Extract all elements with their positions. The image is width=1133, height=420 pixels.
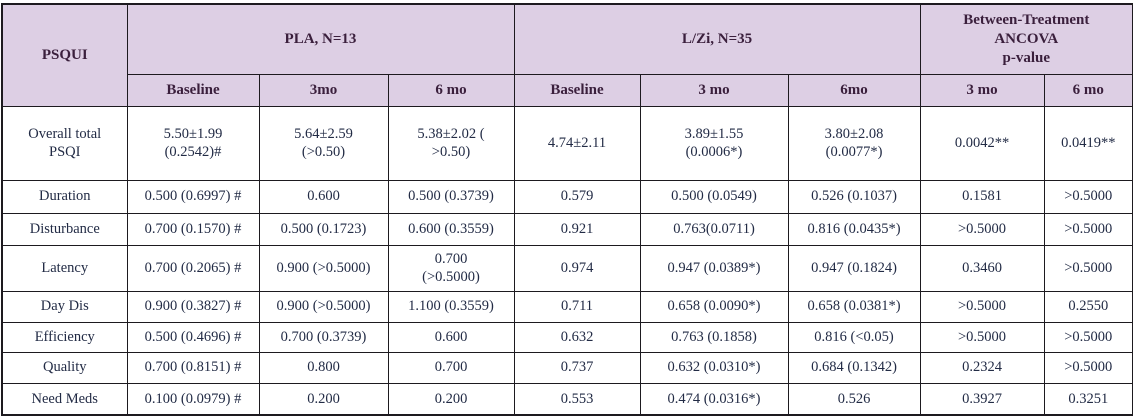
cell: 0.800 [258,351,389,384]
cell: 0.900 (>0.5000) [258,244,389,292]
cell: 0.658 (0.0090*) [639,290,789,323]
header-group-row: PSQUI PLA, N=13 L/Zi, N=35 Between-Treat… [1,3,1133,107]
cell: 0.600 [258,179,389,214]
table-row: Disturbance 0.700 (0.1570) # 0.500 (0.17… [1,212,1133,246]
cell: 0.200 [387,382,515,416]
cell: >0.5000 [1043,321,1133,353]
cell: >0.5000 [919,290,1045,323]
cell: 0.763(0.0711) [639,212,789,246]
group-header-ancova: Between-Treatment ANCOVA p-value [919,3,1133,75]
subheader-pla-baseline: Baseline [126,73,260,107]
cell: 0.816 (<0.05) [787,321,921,353]
cell: 0.579 [513,179,641,214]
cell: 5.50±1.99 (0.2542)# [126,105,260,181]
cell: 0.553 [513,382,641,416]
cell: 5.38±2.02 ( >0.50) [387,105,515,181]
subheader-lzi-3mo: 3 mo [639,73,789,107]
cell: >0.5000 [1043,244,1133,292]
cell: 0.737 [513,351,641,384]
table-row: Latency 0.700 (0.2065) # 0.900 (>0.5000)… [1,244,1133,292]
cell: 0.974 [513,244,641,292]
cell: 3.89±1.55 (0.0006*) [639,105,789,181]
cell: 0.0419** [1043,105,1133,181]
group-header-lzi: L/Zi, N=35 [513,3,921,75]
table-row: Day Dis 0.900 (0.3827) # 0.900 (>0.5000)… [1,290,1133,323]
cell: >0.5000 [1043,179,1133,214]
cell: 0.900 (0.3827) # [126,290,260,323]
cell: 0.100 (0.0979) # [126,382,260,416]
row-label-disturbance: Disturbance [1,212,128,246]
cell: 3.80±2.08 (0.0077*) [787,105,921,181]
group-header-pla: PLA, N=13 [126,3,515,75]
cell: 0.921 [513,212,641,246]
cell: 0.700 [387,351,515,384]
cell: 0.1581 [919,179,1045,214]
cell: 0.500 (0.1723) [258,212,389,246]
subheader-ancova-6mo: 6 mo [1043,73,1133,107]
cell: 0.700 (0.3739) [258,321,389,353]
row-label-overall-total-psqi: Overall total PSQI [1,105,128,181]
row-label-quality: Quality [1,351,128,384]
cell: 0.500 (0.6997) # [126,179,260,214]
cell: 0.658 (0.0381*) [787,290,921,323]
cell: 0.500 (0.0549) [639,179,789,214]
row-label-latency: Latency [1,244,128,292]
subheader-pla-6mo: 6 mo [387,73,515,107]
cell: >0.5000 [919,212,1045,246]
cell: 5.64±2.59 (>0.50) [258,105,389,181]
cell: 4.74±2.11 [513,105,641,181]
cell: 0.900 (>0.5000) [258,290,389,323]
cell: 0.2324 [919,351,1045,384]
cell: 0.600 [387,321,515,353]
row-label-duration: Duration [1,179,128,214]
corner-header-psqui: PSQUI [1,3,128,107]
table-row: Efficiency 0.500 (0.4696) # 0.700 (0.373… [1,321,1133,353]
cell: 0.500 (0.4696) # [126,321,260,353]
cell: 0.500 (0.3739) [387,179,515,214]
cell: 0.600 (0.3559) [387,212,515,246]
cell: 0.632 [513,321,641,353]
cell: 0.3927 [919,382,1045,416]
cell: 0.947 (0.1824) [787,244,921,292]
cell: 0.816 (0.0435*) [787,212,921,246]
cell: 0.700 (>0.5000) [387,244,515,292]
cell: 0.700 (0.1570) # [126,212,260,246]
subheader-lzi-baseline: Baseline [513,73,641,107]
row-label-efficiency: Efficiency [1,321,128,353]
cell: >0.5000 [1043,212,1133,246]
cell: 0.700 (0.8151) # [126,351,260,384]
cell: >0.5000 [919,321,1045,353]
cell: 0.711 [513,290,641,323]
subheader-pla-3mo: 3mo [258,73,389,107]
cell: 0.700 (0.2065) # [126,244,260,292]
cell: 0.474 (0.0316*) [639,382,789,416]
table-row: Duration 0.500 (0.6997) # 0.600 0.500 (0… [1,179,1133,214]
header-sub-row: Baseline 3mo 6 mo Baseline 3 mo 6mo 3 mo… [2,73,1133,107]
row-label-need-meds: Need Meds [1,382,128,416]
cell: 0.684 (0.1342) [787,351,921,384]
cell: 0.3251 [1043,382,1133,416]
cell: 0.0042** [919,105,1045,181]
cell: 0.526 [787,382,921,416]
psqi-results-table: PSQUI PLA, N=13 L/Zi, N=35 Between-Treat… [1,3,1133,416]
cell: >0.5000 [1043,351,1133,384]
cell: 1.100 (0.3559) [387,290,515,323]
subheader-ancova-3mo: 3 mo [919,73,1045,107]
cell: 0.632 (0.0310*) [639,351,789,384]
cell: 0.3460 [919,244,1045,292]
cell: 0.526 (0.1037) [787,179,921,214]
table-row: Overall total PSQI 5.50±1.99 (0.2542)# 5… [1,105,1133,181]
subheader-lzi-6mo: 6mo [787,73,921,107]
cell: 0.947 (0.0389*) [639,244,789,292]
table-row: Quality 0.700 (0.8151) # 0.800 0.700 0.7… [1,351,1133,384]
table-row: Need Meds 0.100 (0.0979) # 0.200 0.200 0… [1,382,1133,416]
row-label-day-dis: Day Dis [1,290,128,323]
cell: 0.763 (0.1858) [639,321,789,353]
cell: 0.200 [258,382,389,416]
cell: 0.2550 [1043,290,1133,323]
